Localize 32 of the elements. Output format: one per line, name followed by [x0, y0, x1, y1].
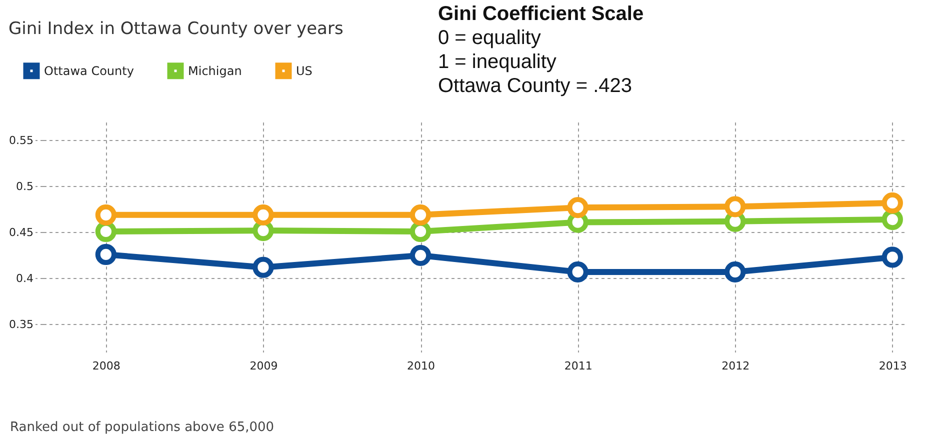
x-tick-label: 2008: [92, 360, 120, 372]
point: [95, 244, 116, 266]
legend-label: Michigan: [188, 64, 242, 78]
text: Ranked out of populations above 65,000: [10, 420, 274, 435]
text: 0 = equality: [438, 26, 542, 50]
legend-label: US: [296, 64, 312, 78]
point: [252, 204, 274, 226]
x-tick-label: 2009: [250, 360, 278, 372]
x-tick-label: 2011: [564, 360, 592, 372]
y-tick-label: 0.4: [16, 272, 34, 285]
point: [724, 261, 746, 283]
point: [567, 261, 588, 283]
point: [882, 192, 903, 214]
point: [724, 196, 746, 218]
point: [410, 204, 432, 226]
legend-label: Ottawa County: [44, 64, 134, 78]
chart-title: Gini Index in Ottawa County over years: [8, 19, 344, 39]
point: [252, 256, 274, 278]
y-tick-label: 0.45: [9, 226, 34, 239]
text: Gini Coefficient Scale: [438, 2, 644, 26]
point: [410, 244, 432, 266]
y-tick-label: 0.35: [9, 318, 34, 331]
text: Ottawa County = .423: [438, 74, 634, 98]
x-tick-label: 2010: [407, 360, 436, 372]
y-tick-label: 0.5: [16, 180, 34, 193]
y-tick-label: 0.55: [9, 134, 34, 147]
point: [882, 246, 903, 268]
point: [95, 204, 116, 226]
point: [567, 197, 588, 218]
x-tick-label: 2012: [722, 360, 750, 372]
x-tick-label: 2013: [878, 360, 907, 372]
text: 1 = inequality: [438, 50, 558, 74]
